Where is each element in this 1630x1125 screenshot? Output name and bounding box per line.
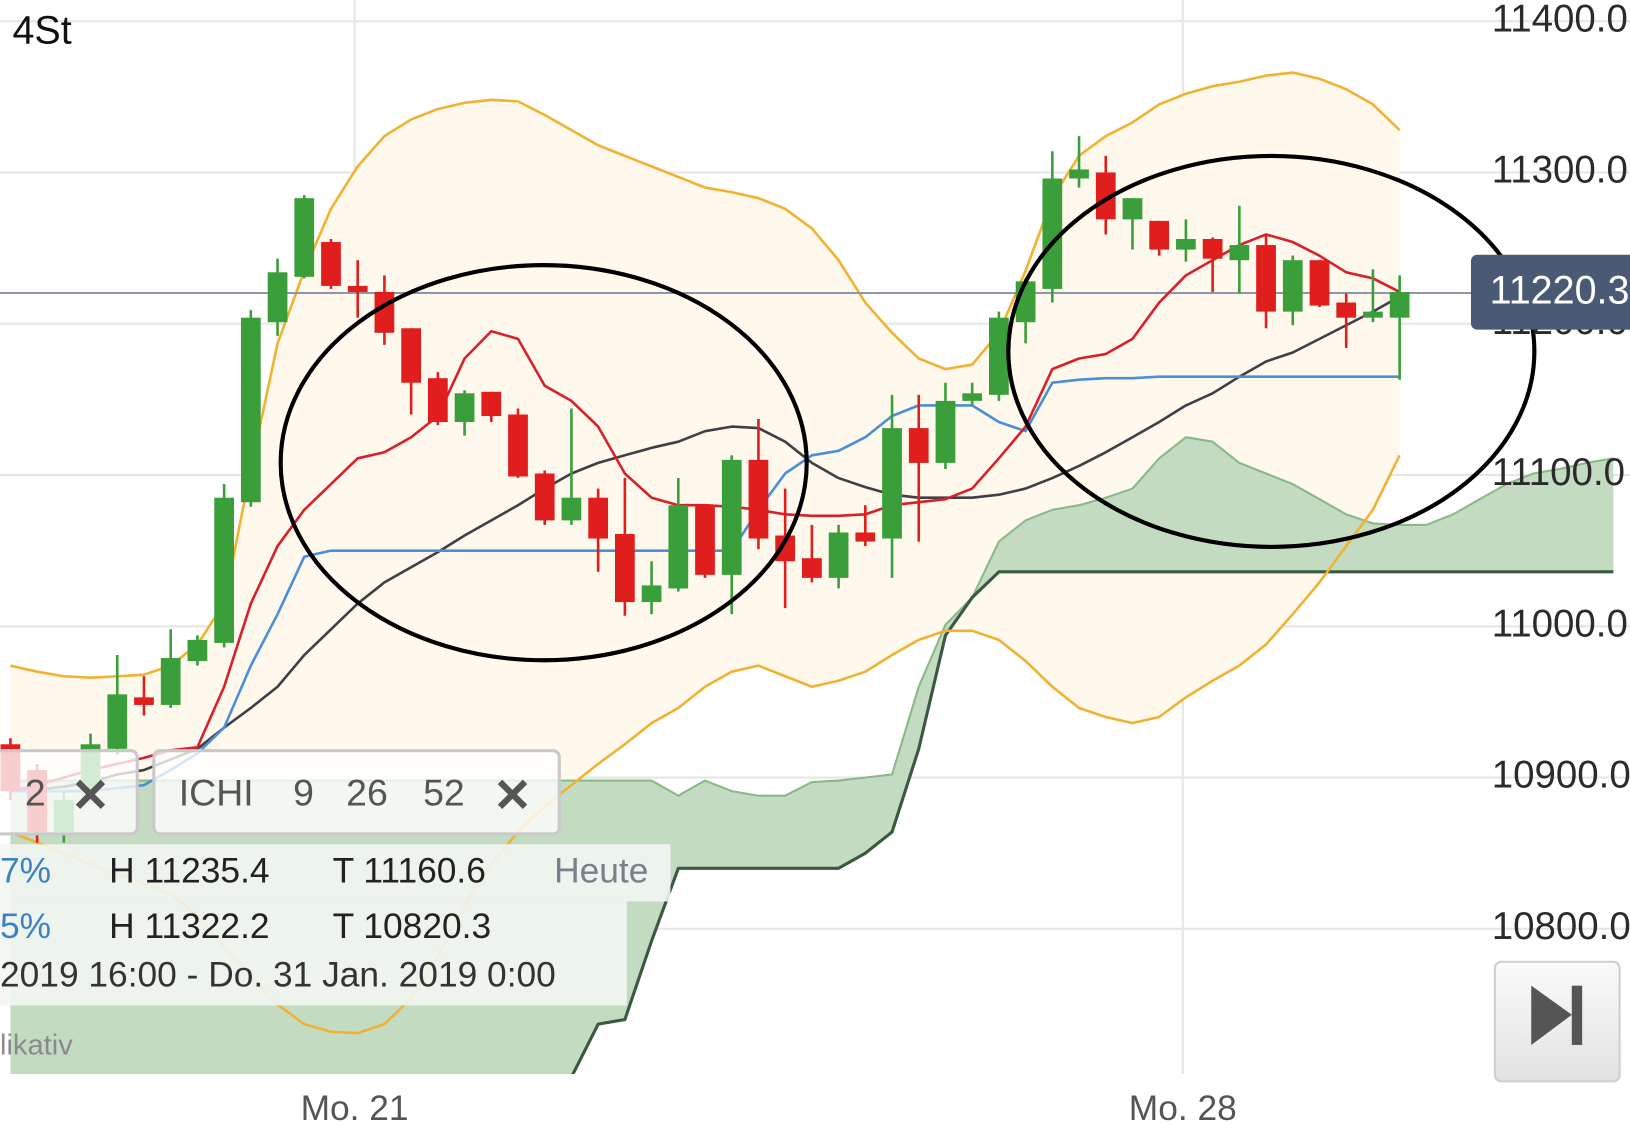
candle-body	[1176, 239, 1196, 250]
info-row-bg	[0, 844, 671, 902]
candle-body	[802, 558, 822, 578]
y-tick-label: 11400.0	[1492, 0, 1628, 40]
candle-body	[1336, 302, 1357, 318]
candle-body	[908, 428, 929, 463]
candle-body	[989, 317, 1009, 395]
price-label: 11220.3	[1470, 254, 1630, 330]
high-value: H 11235.4	[109, 852, 269, 891]
candle-body	[695, 505, 715, 575]
candle-body	[588, 497, 609, 539]
indicator-line	[10, 233, 1401, 793]
button-icon	[1531, 985, 1572, 1045]
close-button[interactable]	[497, 779, 528, 810]
candle-body	[882, 428, 902, 539]
candle-body	[775, 535, 796, 562]
y-tick-label: 10800.0	[1492, 905, 1630, 948]
candle-body	[668, 505, 689, 589]
candle-body	[1309, 260, 1330, 306]
candle-body	[294, 198, 315, 277]
info-row-bg	[0, 901, 627, 1006]
candle-body	[721, 459, 742, 575]
period-label: Heute	[554, 852, 648, 891]
annotation-ellipse	[1006, 153, 1537, 549]
annotation-ellipse	[278, 263, 809, 663]
info-panel: 7% H 11235.4 T 11160.6 Heute 5% H 11322.…	[0, 844, 671, 1062]
scroll-to-end-button[interactable]	[1493, 960, 1621, 1083]
candle-body	[561, 497, 582, 521]
low-value: T 11160.6	[333, 852, 486, 891]
indicator-box	[0, 749, 139, 836]
candle-body	[748, 459, 769, 539]
candle-body	[1122, 198, 1143, 220]
candle-body	[1042, 178, 1063, 289]
close-icon	[497, 779, 528, 810]
indicator-box	[152, 749, 561, 836]
candle-body	[935, 400, 956, 463]
button-icon	[1571, 985, 1583, 1045]
indicator-legend: 2 ICHI 9 26 52	[0, 749, 561, 836]
candle-body	[1363, 311, 1383, 318]
candle-body	[107, 694, 128, 749]
indicator-param: 26	[346, 771, 388, 813]
candle-body	[1229, 245, 1250, 261]
candle-body	[534, 473, 555, 521]
y-tick-label: 11300.0	[1492, 149, 1628, 192]
candle-body	[401, 328, 422, 383]
chart-title: 4St	[12, 9, 71, 53]
candle-body	[1202, 239, 1223, 259]
y-tick-label: 11000.0	[1492, 602, 1628, 645]
candle-body	[641, 585, 662, 603]
indicator-param: 52	[423, 771, 465, 813]
close-button[interactable]	[75, 779, 106, 810]
candle-body	[1282, 260, 1303, 312]
candle-body	[828, 532, 849, 578]
candle-body	[1149, 220, 1170, 250]
candle-body	[427, 378, 448, 423]
candle-body	[160, 658, 181, 705]
candle-body	[374, 291, 395, 333]
x-tick-label: Mo. 21	[301, 1089, 409, 1125]
candle-body	[1256, 245, 1276, 312]
footnote: likativ	[0, 1030, 73, 1062]
axis-labels: 10800.010900.011000.011100.011200.011300…	[301, 0, 1630, 1125]
bollinger-upper	[10, 71, 1401, 680]
x-tick-label: Mo. 28	[1129, 1089, 1237, 1125]
candle-body	[347, 285, 368, 292]
indicator-label: 2	[25, 771, 46, 813]
high-value: H 11322.2	[109, 907, 269, 946]
candle-body	[481, 391, 502, 417]
price-label-text: 11220.3	[1490, 269, 1630, 313]
candle-body	[240, 317, 261, 503]
candle-body	[1069, 169, 1089, 179]
y-tick-label: 10900.0	[1492, 754, 1630, 797]
indicator-line	[10, 295, 1401, 793]
price-label-box	[1470, 254, 1630, 330]
change-percent: 7%	[0, 852, 51, 891]
change-percent: 5%	[0, 907, 51, 946]
low-value: T 10820.3	[333, 907, 491, 946]
candle-body	[962, 393, 983, 401]
candle-body	[508, 414, 528, 477]
candle-body	[267, 272, 288, 323]
candle-body	[187, 639, 208, 662]
y-tick-label: 11100.0	[1492, 451, 1625, 494]
candle-body	[454, 393, 475, 423]
candle-body	[1389, 291, 1410, 318]
cloud-span-b	[571, 570, 1614, 1075]
date-range: 2019 16:00 - Do. 31 Jan. 2019 0:00	[0, 956, 556, 995]
candle-body	[321, 242, 341, 286]
candle-body	[614, 534, 635, 603]
candle-body	[214, 497, 235, 643]
candle-body	[134, 697, 154, 705]
candle-body	[1095, 172, 1116, 220]
candle-body	[855, 532, 876, 542]
close-icon	[75, 779, 106, 810]
indicator-label: ICHI	[179, 771, 254, 813]
indicator-param: 9	[293, 771, 314, 813]
